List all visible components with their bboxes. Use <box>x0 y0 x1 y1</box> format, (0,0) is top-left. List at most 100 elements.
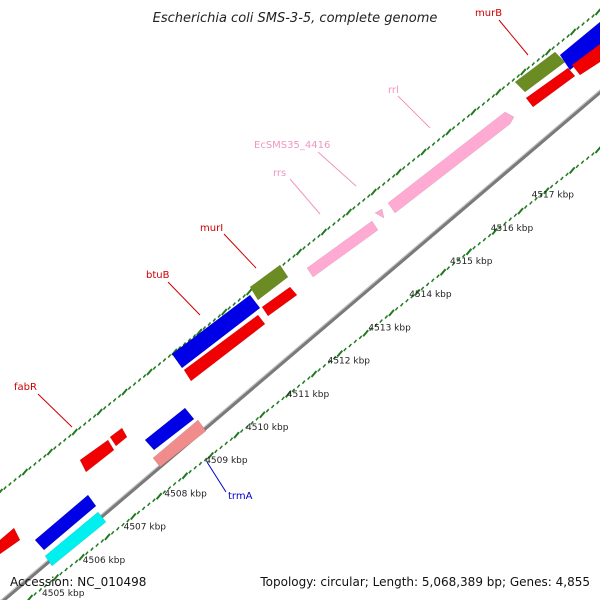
scale-tick-label: 4508 kbp <box>164 489 207 499</box>
gene-murI-block[interactable] <box>249 264 289 301</box>
dot-mark <box>265 408 270 413</box>
dot-mark <box>239 429 244 433</box>
dot-mark <box>237 298 241 302</box>
dot-mark <box>155 492 163 500</box>
gene-red-top-right[interactable] <box>571 43 600 76</box>
gene-pink-rrl[interactable] <box>387 111 515 214</box>
dot-mark <box>196 328 203 336</box>
gene-label-rrl[interactable]: rrl <box>388 85 399 96</box>
dot-mark <box>401 166 406 170</box>
dot-mark <box>560 176 564 181</box>
dot-mark <box>301 380 306 385</box>
gene-red-fabR-a[interactable] <box>79 439 115 473</box>
gene-label-rrs[interactable]: rrs <box>273 168 286 179</box>
gene-label-ecsms35_4416[interactable]: EcSMS35_4416 <box>254 140 330 151</box>
dot-mark <box>115 526 120 531</box>
label-leader-line <box>167 281 201 316</box>
dot-mark <box>38 458 42 462</box>
gene-pink-small[interactable] <box>374 208 385 219</box>
gene-btuB-block[interactable] <box>171 294 261 369</box>
dot-mark <box>420 148 427 156</box>
dot-mark <box>27 594 34 600</box>
dot-mark <box>491 94 496 98</box>
gene-cyan[interactable] <box>44 511 107 567</box>
dot-mark <box>245 424 249 429</box>
dot-mark <box>8 482 12 486</box>
gene-red-left-edge[interactable] <box>0 527 21 555</box>
dot-mark <box>425 282 430 287</box>
label-leader-line <box>223 233 257 269</box>
gene-trmA[interactable] <box>152 419 207 468</box>
dot-mark <box>207 322 212 326</box>
dot-mark <box>87 418 92 422</box>
gene-trmA-blue[interactable] <box>144 407 195 451</box>
dot-mark <box>112 398 117 402</box>
gene-blue-left[interactable] <box>34 494 97 551</box>
dot-mark <box>43 583 48 588</box>
dot-mark <box>224 441 229 446</box>
dot-mark <box>67 434 72 438</box>
dot-mark <box>376 186 381 190</box>
dot-mark <box>410 294 414 299</box>
dot-mark <box>430 278 435 283</box>
gene-red-murI[interactable] <box>261 286 298 317</box>
dot-mark <box>362 329 369 337</box>
dot-mark <box>554 180 559 185</box>
dot-mark <box>481 102 486 106</box>
dot-mark <box>516 74 521 78</box>
dot-mark <box>406 162 411 166</box>
dot-mark <box>137 378 142 382</box>
dot-mark <box>146 368 153 376</box>
gene-red-btuB[interactable] <box>183 314 266 382</box>
gene-murB[interactable] <box>514 51 566 93</box>
gene-red-fabR-b[interactable] <box>109 427 128 447</box>
gene-label-fabr[interactable]: fabR <box>14 382 37 393</box>
dot-mark <box>146 502 151 507</box>
dot-mark <box>152 366 157 370</box>
dot-mark <box>127 386 132 390</box>
dot-mark <box>295 248 303 256</box>
dot-mark <box>52 573 60 582</box>
dot-mark <box>426 146 431 150</box>
dot-mark <box>307 376 311 381</box>
dot-mark <box>379 319 383 324</box>
dot-mark <box>182 342 187 346</box>
dot-mark <box>100 539 105 543</box>
gene-label-btub[interactable]: btuB <box>146 270 170 281</box>
gene-pink-rrs[interactable] <box>306 220 379 278</box>
gene-murB-block[interactable] <box>559 21 600 71</box>
dot-mark <box>461 118 466 122</box>
dot-mark <box>556 42 560 46</box>
scale-tick-label: 4511 kbp <box>287 390 330 400</box>
scale-tick-label: 4510 kbp <box>246 423 289 433</box>
dot-mark <box>58 442 62 446</box>
dot-mark <box>18 474 22 478</box>
gene-label-muri[interactable]: murI <box>200 223 223 234</box>
scale-tick-label: 4509 kbp <box>205 456 248 466</box>
dot-mark <box>506 82 511 86</box>
dot-mark <box>568 166 576 175</box>
dot-mark <box>436 138 441 142</box>
gene-label-trma[interactable]: trmA <box>228 491 253 502</box>
dot-mark <box>586 18 590 22</box>
dot-mark <box>43 454 47 458</box>
dot-mark <box>366 194 371 198</box>
dot-mark <box>78 553 85 561</box>
dot-mark <box>46 448 54 456</box>
dot-mark <box>581 22 585 26</box>
dot-mark <box>276 400 280 405</box>
dot-mark <box>370 188 378 196</box>
scale-tick-label: 4516 kbp <box>491 224 534 234</box>
gene-label-murb[interactable]: murB <box>475 8 502 19</box>
dot-mark <box>259 411 266 419</box>
label-leader-line <box>498 19 529 56</box>
dot-mark <box>132 382 137 386</box>
dot-mark <box>214 449 218 454</box>
dot-mark <box>517 207 524 215</box>
dot-mark <box>566 34 570 38</box>
gene-red-murB[interactable] <box>525 67 576 108</box>
dot-mark <box>405 298 409 303</box>
dot-mark <box>217 314 222 318</box>
inner-dotted-ring <box>27 146 600 600</box>
dot-mark <box>411 158 416 162</box>
